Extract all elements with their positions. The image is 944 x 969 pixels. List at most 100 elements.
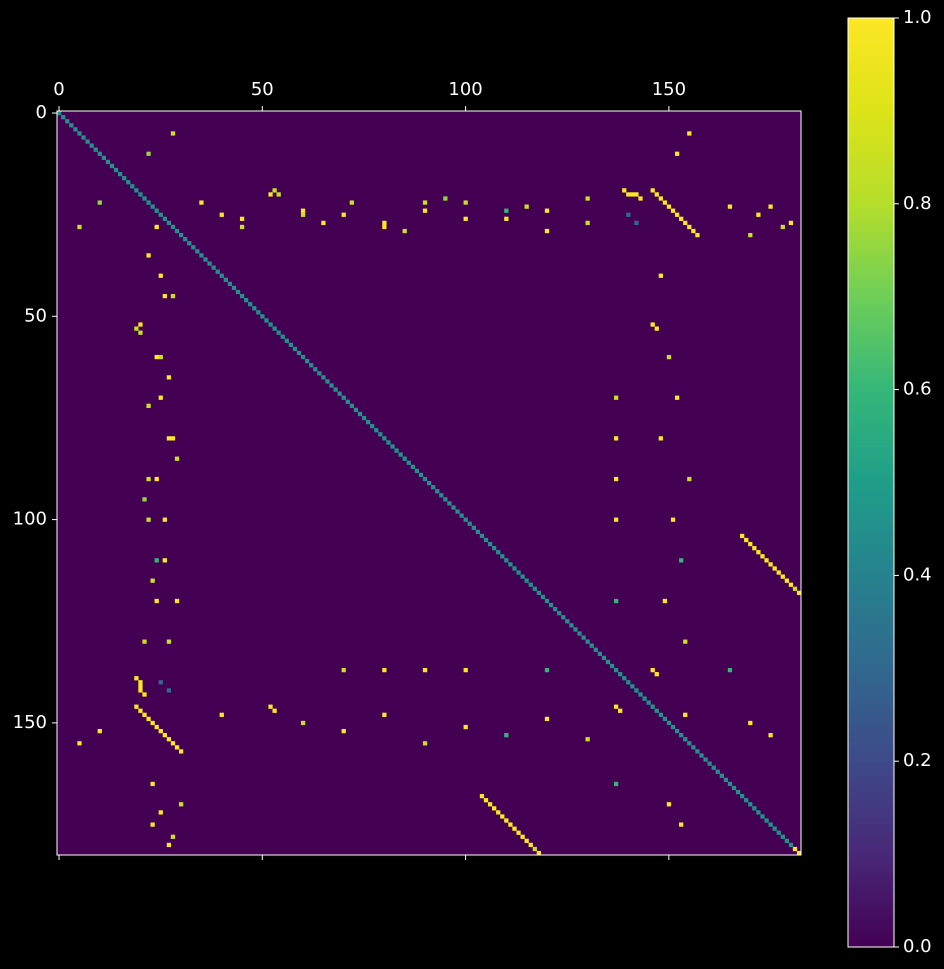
heatmap-cell [512, 566, 517, 571]
colorbar-tick-label: 0.2 [903, 750, 932, 771]
heatmap-cell [744, 798, 749, 803]
colorbar [847, 17, 895, 948]
heatmap-cell [679, 733, 684, 738]
heatmap-cell [605, 659, 611, 665]
heatmap-cell [353, 407, 359, 413]
heatmap-cell [520, 834, 525, 839]
heatmap-cell [239, 216, 245, 221]
heatmap-cell [532, 846, 537, 852]
heatmap-cell [674, 728, 680, 734]
heatmap-cell [756, 550, 761, 555]
heatmap-cell [268, 704, 273, 709]
colorbar-tick-label: 0.4 [903, 564, 932, 585]
heatmap-cell [227, 281, 233, 287]
heatmap-cell [443, 196, 448, 201]
heatmap-cell [662, 200, 668, 205]
heatmap-cell [345, 399, 350, 404]
heatmap-cell [691, 745, 696, 750]
y-tick-label: 0 [36, 102, 47, 123]
heatmap-cell [613, 476, 619, 482]
heatmap-cell [365, 419, 371, 425]
heatmap-cell [77, 131, 82, 136]
heatmap-cell [463, 216, 468, 221]
heatmap-cell [638, 692, 643, 697]
colorbar-tick-label: 1.0 [903, 7, 932, 28]
heatmap-cell [402, 228, 407, 234]
heatmap-cell [329, 383, 334, 388]
heatmap-cell [146, 403, 151, 408]
heatmap-cell [642, 696, 647, 701]
heatmap-cell [788, 220, 794, 226]
heatmap-cell [272, 188, 277, 193]
heatmap-cell [150, 578, 155, 583]
heatmap-cell [73, 127, 78, 132]
heatmap-cell [544, 667, 550, 673]
heatmap-cell [504, 733, 509, 738]
heatmap-cell [467, 521, 472, 526]
heatmap-cell [674, 212, 680, 217]
heatmap-cell [654, 672, 659, 677]
heatmap-cell [613, 667, 619, 673]
heatmap-cell [626, 212, 631, 217]
heatmap-cell [548, 602, 554, 608]
heatmap-cell [630, 684, 635, 689]
heatmap-cell [138, 322, 143, 327]
heatmap-cell [166, 220, 172, 226]
heatmap-cell [101, 155, 106, 160]
heatmap-cell [585, 220, 590, 226]
heatmap-cell [382, 712, 387, 717]
heatmap-cell [613, 395, 619, 400]
heatmap-cell [727, 204, 733, 209]
heatmap-cell [699, 753, 704, 758]
heatmap-cell [512, 826, 517, 831]
heatmap-cell [187, 241, 192, 246]
heatmap-cell [378, 432, 383, 437]
heatmap-cell [154, 224, 159, 230]
heatmap-cell [410, 464, 415, 469]
heatmap-cell [553, 607, 558, 612]
heatmap-cell [195, 249, 200, 254]
heatmap-cell [618, 672, 623, 677]
heatmap-cell [715, 769, 720, 774]
heatmap-cell [158, 395, 163, 400]
heatmap-cell [170, 436, 176, 441]
heatmap-cell [776, 830, 781, 835]
heatmap-cell [439, 493, 444, 498]
heatmap-cell [687, 131, 692, 136]
colorbar-tick-label: 0.6 [903, 379, 932, 400]
heatmap-cell [382, 667, 387, 673]
heatmap-cell [166, 375, 172, 380]
heatmap-cell [557, 611, 562, 616]
heatmap-cell [658, 436, 663, 441]
heatmap-cell [134, 704, 139, 709]
heatmap-cell [719, 773, 724, 778]
heatmap-cell [370, 424, 375, 429]
heatmap-cell [239, 224, 245, 230]
heatmap-cell [422, 476, 428, 482]
heatmap-cell [707, 761, 712, 766]
heatmap-cell [731, 785, 737, 791]
heatmap-cell [504, 558, 509, 563]
heatmap-cell [191, 245, 196, 250]
heatmap-cell [796, 590, 802, 596]
heatmap-cell [601, 655, 607, 661]
heatmap-cell [235, 289, 241, 295]
heatmap-cell [500, 554, 505, 559]
heatmap-cell [650, 704, 655, 709]
heatmap-cell [666, 802, 672, 807]
heatmap-cell [138, 684, 143, 689]
heatmap-cell [435, 489, 440, 494]
heatmap-cell [134, 326, 139, 331]
heatmap-cell [727, 667, 733, 673]
heatmap-cell [154, 476, 159, 482]
heatmap-cell [613, 781, 619, 787]
heatmap-cell [361, 415, 367, 421]
heatmap-cell [390, 444, 395, 449]
heatmap-cell [268, 322, 273, 327]
heatmap-cell [113, 167, 119, 173]
heatmap-cell [666, 204, 672, 209]
heatmap-cell [162, 293, 167, 299]
heatmap-cell [154, 208, 159, 213]
heatmap-cell [520, 574, 525, 579]
heatmap-cell [487, 541, 493, 547]
